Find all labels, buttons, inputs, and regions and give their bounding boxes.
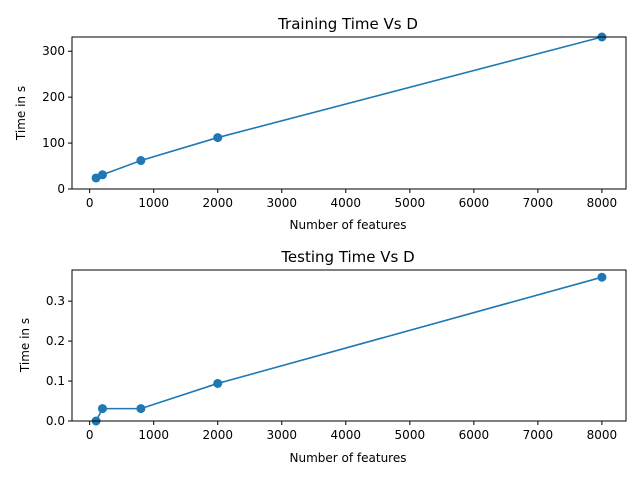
y-tick-label: 0: [57, 182, 65, 196]
x-tick-label: 1000: [138, 428, 169, 442]
y-tick-label: 0.0: [46, 414, 65, 428]
series-line: [95, 276, 603, 422]
series-line: [95, 36, 603, 179]
x-tick-label: 8000: [587, 196, 618, 210]
x-axis-label: Number of features: [290, 451, 407, 465]
ticks-layer: 0 1000 2000 3000 4000 5000 6000 7000 8000 0 100 200…: [42, 44, 617, 210]
x-tick-label: 4000: [331, 428, 362, 442]
series-layer: [91, 32, 607, 183]
y-tick-label: 300: [42, 44, 65, 58]
x-tick-label: 7000: [523, 196, 554, 210]
x-tick-label: 6000: [459, 196, 490, 210]
x-tick-label: 0: [86, 428, 94, 442]
y-tick-label: 0.2: [46, 334, 65, 348]
x-tick-label: 7000: [523, 428, 554, 442]
x-tick-label: 5000: [395, 428, 426, 442]
y-tick-label: 0.3: [46, 294, 65, 308]
y-tick-label: 100: [42, 136, 65, 150]
chart-title: Training Time Vs D: [277, 15, 418, 33]
data-point: [597, 272, 607, 282]
y-axis-label: Time in s: [18, 318, 32, 373]
data-point: [136, 156, 146, 166]
x-tick-label: 4000: [331, 196, 362, 210]
data-point: [136, 404, 146, 414]
data-point: [97, 170, 107, 180]
x-tick-label: 2000: [202, 428, 233, 442]
y-tick-label: 200: [42, 90, 65, 104]
data-point: [213, 133, 223, 143]
x-tick-label: 5000: [395, 196, 426, 210]
x-tick-label: 0: [86, 196, 94, 210]
data-point: [97, 404, 107, 414]
testing-time-chart: Testing Time Vs D Number of features Tim…: [18, 248, 627, 465]
x-tick-label: 2000: [202, 196, 233, 210]
x-tick-label: 8000: [587, 428, 618, 442]
y-tick-label: 0.1: [46, 374, 65, 388]
series-layer: [91, 272, 607, 426]
x-tick-label: 1000: [138, 196, 169, 210]
plot-frame: [71, 269, 627, 422]
x-tick-label: 3000: [266, 428, 297, 442]
ticks-layer: 0 1000 2000 3000 4000 5000 6000 7000 8000 0.0 0.1 0…: [46, 294, 617, 442]
x-tick-label: 6000: [459, 428, 490, 442]
x-tick-label: 3000: [266, 196, 297, 210]
plot-frame: [71, 36, 627, 190]
y-axis-label: Time in s: [14, 86, 28, 141]
training-time-chart: Training Time Vs D Number of features Ti…: [14, 15, 627, 232]
x-axis-label: Number of features: [290, 218, 407, 232]
data-point: [213, 378, 223, 388]
chart-title: Testing Time Vs D: [280, 248, 414, 266]
